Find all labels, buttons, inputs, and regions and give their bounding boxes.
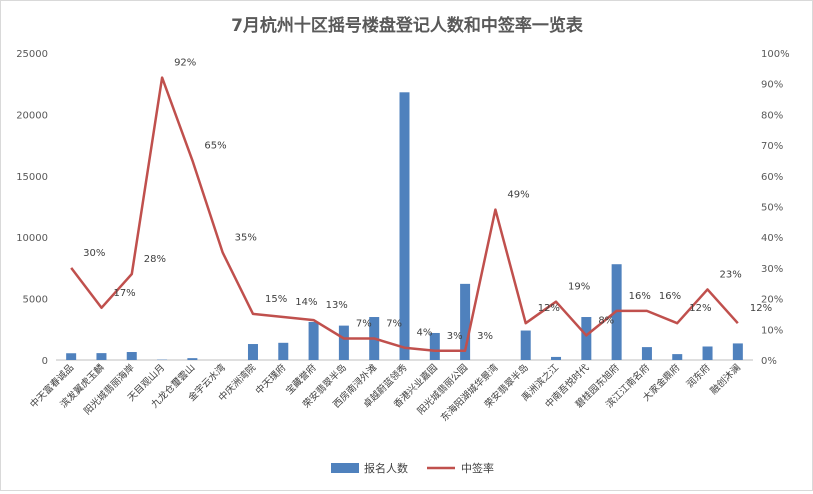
bar — [521, 331, 531, 360]
y-left-tick-label: 20000 — [16, 110, 48, 121]
data-label: 19% — [568, 282, 590, 293]
data-label: 7% — [356, 319, 372, 330]
bars-group — [66, 92, 743, 360]
data-label: 12% — [750, 303, 772, 314]
y-left-tick-label: 0 — [42, 356, 48, 367]
data-labels-group: 30% 17% 28% 92% 65% 35% 15% 14% 13% 7% 7% 4% 3% 3% 49%… — [83, 58, 772, 342]
y-right-tick-label: 60% — [761, 172, 783, 183]
category-label: 阳光城翡丽海岸 — [81, 361, 137, 417]
category-label: 润东府 — [684, 361, 713, 390]
category-label: 中天璞府 — [253, 361, 289, 397]
data-label: 49% — [507, 190, 529, 201]
data-label: 35% — [235, 233, 257, 244]
bar — [127, 352, 137, 360]
bar — [248, 344, 258, 360]
bar — [733, 343, 743, 360]
data-label: 16% — [629, 291, 651, 302]
y-right-tick-label: 0% — [761, 356, 777, 367]
bar — [309, 322, 319, 360]
y-left-tick-label: 5000 — [23, 295, 48, 306]
bar — [187, 358, 197, 360]
legend-bar-swatch — [331, 463, 359, 473]
data-label: 13% — [326, 300, 348, 311]
data-label: 15% — [265, 294, 287, 305]
bar — [703, 346, 713, 360]
bar — [66, 353, 76, 360]
y-left-tick-label: 10000 — [16, 233, 48, 244]
data-label: 16% — [659, 291, 681, 302]
bar — [96, 353, 106, 360]
y-left-tick-label: 25000 — [16, 49, 48, 60]
legend-bar-label: 报名人数 — [364, 461, 408, 475]
y-right-tick-label: 30% — [761, 264, 783, 275]
y-right-tick-label: 40% — [761, 233, 783, 244]
data-label: 92% — [174, 58, 196, 69]
y-right-tick-label: 70% — [761, 141, 783, 152]
bar — [339, 326, 349, 360]
category-label: 阳光城翡丽公园 — [415, 362, 471, 418]
data-label: 14% — [295, 297, 317, 308]
category-label: 融创沐澜 — [708, 362, 743, 397]
legend: 报名人数 中签率 — [331, 461, 494, 475]
legend-line-label: 中签率 — [461, 461, 494, 475]
y-right-tick-label: 100% — [761, 49, 790, 60]
data-label: 17% — [113, 288, 135, 299]
data-label: 7% — [386, 319, 402, 330]
y-right-tick-label: 80% — [761, 110, 783, 121]
category-labels-group: 中天富春诚品滨发翼虎玉麟阳光城翡丽海岸天目观山月九龙仓璽雲山金宇云水湾中庆洲湾院… — [27, 361, 742, 424]
data-label: 30% — [83, 248, 105, 259]
data-label: 12% — [538, 303, 560, 314]
chart-title: 7月杭州十区摇号楼盘登记人数和中签率一览表 — [231, 15, 584, 36]
bar — [581, 317, 591, 360]
data-label: 8% — [598, 315, 614, 326]
data-label: 28% — [144, 254, 166, 265]
y-right-tick-label: 50% — [761, 203, 783, 214]
data-label: 3% — [477, 331, 493, 342]
data-label: 23% — [720, 269, 742, 280]
data-label: 12% — [689, 303, 711, 314]
y-right-tick-label: 90% — [761, 80, 783, 91]
data-label: 4% — [417, 328, 433, 339]
data-label: 3% — [447, 331, 463, 342]
data-label: 65% — [204, 140, 226, 151]
bar — [672, 354, 682, 360]
bar — [551, 357, 561, 360]
y-right-tick-label: 10% — [761, 325, 783, 336]
bar — [642, 347, 652, 360]
bar — [278, 343, 288, 360]
y-left-tick-label: 15000 — [16, 172, 48, 183]
